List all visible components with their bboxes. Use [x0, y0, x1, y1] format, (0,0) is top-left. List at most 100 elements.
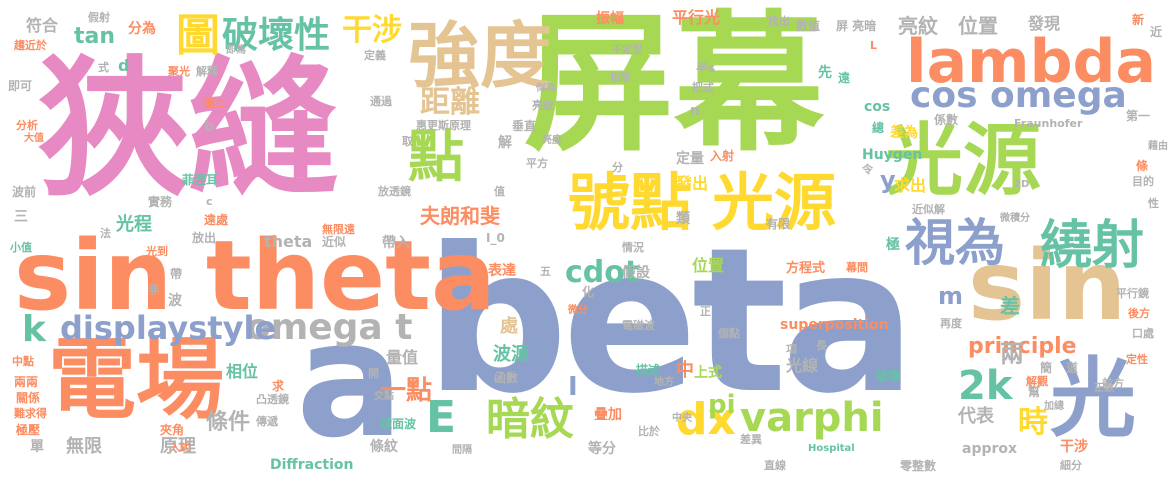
word-a: a [296, 286, 404, 473]
word-xin: 新 [1132, 13, 1145, 27]
word-qu: 取 [402, 135, 413, 148]
word-dian-chang: 電場 [48, 328, 225, 431]
word-cos-omega: cos omega [910, 75, 1127, 116]
word-n: n [690, 103, 700, 119]
word-ding-liang: 定量 [676, 151, 704, 167]
word-xi-shu: 係數 [934, 113, 959, 127]
word-cdot: cdot [565, 255, 640, 290]
word-chang: 長 [816, 339, 827, 352]
word-I: I [568, 372, 578, 402]
word-fa: 法 [100, 227, 111, 240]
word-ju-li: 距離 [420, 85, 480, 120]
word-jie-guan: 解觀 [1026, 375, 1048, 388]
word-ping-xing-guang: 平行光 [672, 8, 721, 27]
word-mu-de: 目的 [1132, 175, 1154, 188]
word-biao-da: 表達 [488, 263, 516, 279]
word-an-wen: 暗紋 [486, 394, 574, 445]
word-bo: 波 [168, 293, 182, 309]
word-guang-dao: 光到 [146, 245, 168, 258]
word-wu-xian: 無限 [66, 436, 102, 457]
word-hua: 化 [582, 285, 595, 299]
word-qiu: 求 [272, 379, 285, 393]
word-zheng: 正 [700, 305, 711, 318]
word-qiu-chu: 求出 [894, 176, 927, 195]
word-sin-theta: sin theta [14, 220, 496, 332]
word-fen-wei: 分為 [128, 21, 156, 37]
word-ping-xing-jing: 平行鏡 [1116, 287, 1149, 300]
word-fang-chu: 放出 [192, 231, 217, 245]
word-shi: 時 [1018, 405, 1048, 440]
word-cha: 差 [1000, 294, 1020, 318]
word-miao-shu: 描述 [636, 363, 661, 377]
word-k: k [22, 309, 46, 350]
word-si-wei: 似為 [536, 83, 556, 94]
word-2d: 2D [1014, 179, 1030, 190]
word-zhao-chu: 找出 [768, 15, 790, 28]
word-jian: 簡 [1040, 361, 1053, 375]
word-rao-she: 繞射 [1040, 216, 1145, 276]
word-han-shu: 函數 [494, 371, 519, 385]
word-dx: dx [676, 394, 736, 445]
word-hou-fang: 後方 [1128, 307, 1150, 320]
word-ji: 極 [886, 237, 900, 253]
word-guang: 光 [1050, 349, 1136, 449]
word-tong-guo: 通過 [370, 95, 392, 108]
word-guang-yuan-2: 光源 [712, 166, 837, 239]
word-deng-fen: 等分 [588, 441, 616, 457]
word-xiang-wei: 相位 [226, 362, 259, 381]
word-lambda: lambda [906, 27, 1156, 97]
word-yuan-chu: 遠處 [204, 213, 229, 227]
word-hospital: Hospital [808, 443, 855, 454]
word-dan: 單 [30, 439, 44, 455]
word-varphi: varphi [740, 395, 884, 441]
word-gan-she-1: 干涉 [342, 13, 402, 48]
word-guang-yuan-1: 光源 [885, 116, 1042, 206]
word-jin-si: 近似 [322, 235, 347, 249]
word-tu-tou-jing: 凸透鏡 [256, 393, 289, 406]
word-fei: 非 [148, 283, 159, 296]
word-yuan: 遠 [838, 71, 851, 85]
word-tu: 圖 [176, 10, 220, 61]
word-qing-kuang: 情況 [622, 241, 644, 254]
word-principle: principle [968, 334, 1077, 359]
word-jin: 近 [1150, 25, 1163, 39]
word-fen: 分 [612, 161, 623, 174]
word-chu: 處 [500, 316, 518, 337]
word-ying: 藉由 [1148, 141, 1168, 152]
word-die-jia: 疊加 [594, 407, 622, 423]
word-xing: 性 [1148, 197, 1159, 210]
word-fang-cheng-shi: 方程式 [786, 261, 826, 276]
word-wei-zhi-2: 位置 [692, 256, 725, 275]
word-shi-wu: 實務 [148, 195, 173, 209]
word-zhong-dian: 中點 [12, 355, 34, 368]
word-yuan-li: 原理 [160, 436, 196, 457]
word-zhong: 中 [676, 360, 694, 381]
word-fu-lang-he-fei: 夫朗和斐 [420, 204, 500, 228]
word-xian: 先 [818, 65, 832, 81]
word-d: d [118, 56, 130, 75]
word-fu-he: 符合 [26, 16, 59, 35]
word-zai-du: 再度 [940, 317, 962, 330]
word-liang-zhi: 量值 [386, 348, 419, 367]
word-dai-biao: 代表 [958, 406, 994, 427]
word-bo-yuan: 波源 [493, 344, 529, 365]
word-shi-wei: 視為 [905, 214, 1005, 272]
word-wu-xian-yuan: 無限遠 [322, 223, 355, 236]
word-tiao-jian: 條件 [206, 410, 251, 435]
word-di-fang: 地方 [654, 377, 674, 388]
word-zhen-fu: 振幅 [596, 11, 624, 27]
word-zhi: 值 [494, 185, 505, 198]
word-zhi-xian: 直線 [764, 459, 786, 472]
word-m: m [938, 282, 964, 310]
word-fraunhofer: Fraunhofer [1014, 117, 1083, 130]
word-ling-zheng-shu: 零整數 [900, 459, 937, 473]
word-tiao: 條 [1136, 159, 1149, 173]
word-fa-xian: 發現 [1028, 14, 1061, 33]
word-dian-ci-bo: 電磁波 [622, 319, 655, 332]
word-tiao-wen: 條紋 [370, 439, 398, 455]
word-superposition: superposition [780, 317, 889, 333]
word-yi-dian: 一點 [380, 376, 433, 406]
word-liang: 兩 [1000, 340, 1024, 368]
word-wu: 五 [540, 265, 551, 278]
word-chui-zhi: 垂直 [512, 119, 537, 133]
